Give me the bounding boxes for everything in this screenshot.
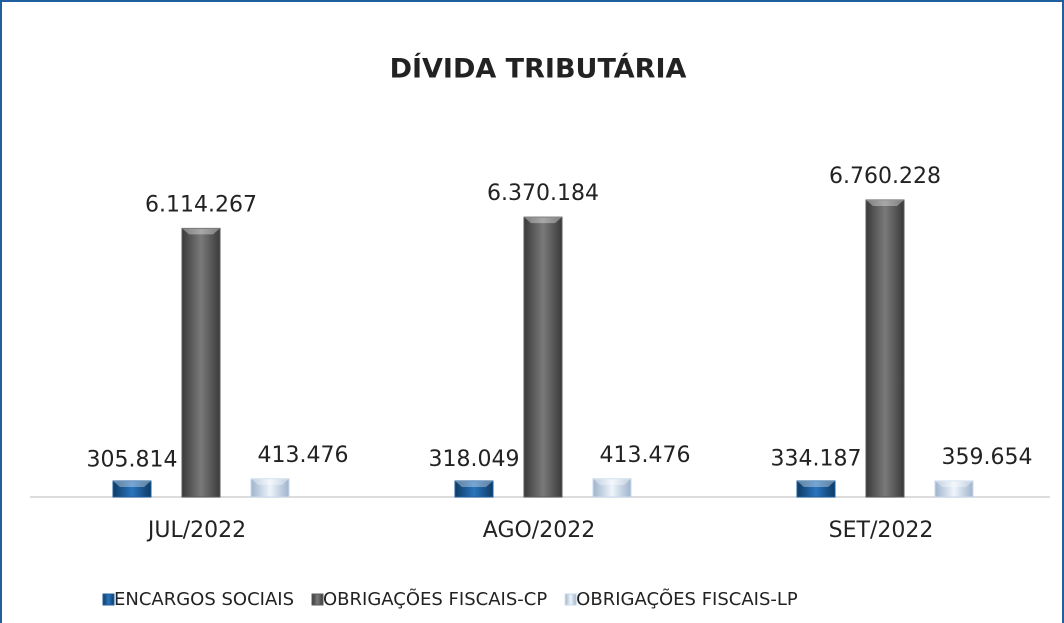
data-label: 6.114.267	[145, 192, 257, 217]
bar-bevel	[113, 481, 151, 487]
data-label: 6.760.228	[829, 164, 941, 189]
bar	[181, 227, 221, 498]
x-tick-label: AGO/2022	[483, 518, 595, 543]
bar-bevel	[251, 478, 289, 485]
data-label: 359.654	[942, 445, 1033, 470]
data-label: 413.476	[258, 443, 349, 468]
chart-title: DÍVIDA TRIBUTÁRIA	[390, 53, 687, 85]
bar	[250, 478, 290, 498]
x-tick-label: JUL/2022	[146, 518, 246, 543]
legend-swatch	[564, 593, 577, 606]
data-label: 305.814	[87, 448, 178, 473]
bar-bevel	[866, 200, 904, 206]
bar	[454, 480, 494, 498]
bar-bevel	[182, 228, 220, 235]
bar-bevel	[935, 481, 973, 487]
bar-bevel	[524, 217, 562, 224]
legend-label: OBRIGAÇÕES FISCAIS-LP	[576, 588, 798, 610]
bar	[796, 480, 836, 498]
bar	[592, 478, 632, 498]
data-label: 318.049	[429, 447, 520, 472]
data-label: 6.370.184	[487, 181, 599, 206]
bar	[934, 480, 974, 498]
legend-swatch	[102, 593, 115, 606]
data-label: 413.476	[600, 443, 691, 468]
bar	[112, 480, 152, 498]
bar	[523, 216, 563, 498]
legend-swatch	[311, 593, 324, 606]
legend-label: ENCARGOS SOCIAIS	[114, 589, 294, 610]
data-label: 334.187	[771, 446, 862, 471]
bar	[865, 199, 905, 498]
legend-label: OBRIGAÇÕES FISCAIS-CP	[323, 588, 547, 610]
bar-bevel	[455, 481, 493, 487]
bar-bevel	[593, 478, 631, 485]
x-tick-label: SET/2022	[829, 518, 934, 543]
bar-bevel	[797, 481, 835, 487]
